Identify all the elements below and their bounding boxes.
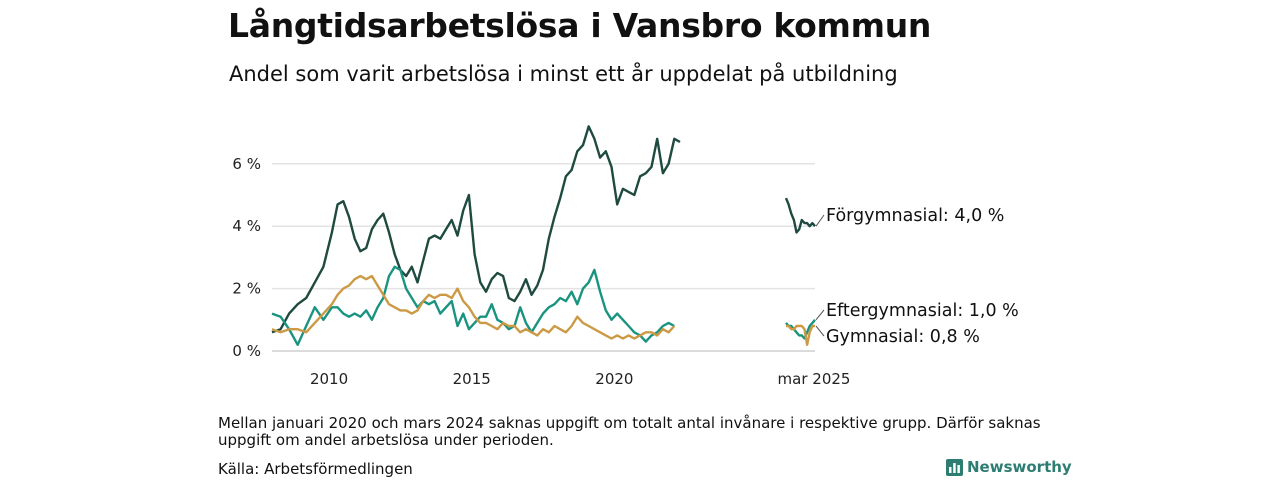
x-tick-label-latest: mar 2025 [778,370,851,388]
recent-line-gymnasial [786,324,815,346]
series-line-gymnasial [271,274,676,340]
series-labels: Förgymnasial: 4,0 % Eftergymnasial: 1,0 %… [815,206,1019,347]
y-tick-label: 4 % [232,217,261,235]
brand-name: Newsworthy [967,458,1072,476]
newsworthy-logo[interactable]: Newsworthy [946,458,1072,476]
y-tick-label: 6 % [232,155,261,173]
chart-title: Långtidsarbetslösa i Vansbro kommun [228,6,932,45]
chart-note: Mellan januari 2020 och mars 2024 saknas… [218,414,1041,449]
leader-line [815,214,825,227]
leader-line [815,325,825,337]
chart-subtitle: Andel som varit arbetslösa i minst ett å… [229,62,898,86]
line-chart: 0 % 2 % 4 % 6 % 2010 2015 2020 mar 2025 Förgymn… [232,125,1019,388]
x-tick-label: 2015 [453,370,491,388]
source-credit: Källa: Arbetsförmedlingen [218,460,413,478]
series-end-label: Förgymnasial: 4,0 % [826,206,1004,226]
series-lines [271,125,816,346]
gridlines [272,163,815,352]
series-end-label: Gymnasial: 0,8 % [826,327,980,347]
x-tick-label: 2010 [310,370,348,388]
axes: 0 % 2 % 4 % 6 % 2010 2015 2020 mar 2025 [232,155,850,388]
bar-chart-icon [946,458,963,476]
x-tick-label: 2020 [595,370,633,388]
leader-line [815,309,825,321]
y-tick-label: 0 % [232,342,261,360]
series-line-förgymnasial [271,125,681,334]
recent-line-eftergymnasial [785,319,816,340]
series-end-label: Eftergymnasial: 1,0 % [826,301,1019,321]
y-tick-label: 2 % [232,280,261,298]
recent-line-förgymnasial [784,197,816,234]
series-line-eftergymnasial [271,265,675,346]
